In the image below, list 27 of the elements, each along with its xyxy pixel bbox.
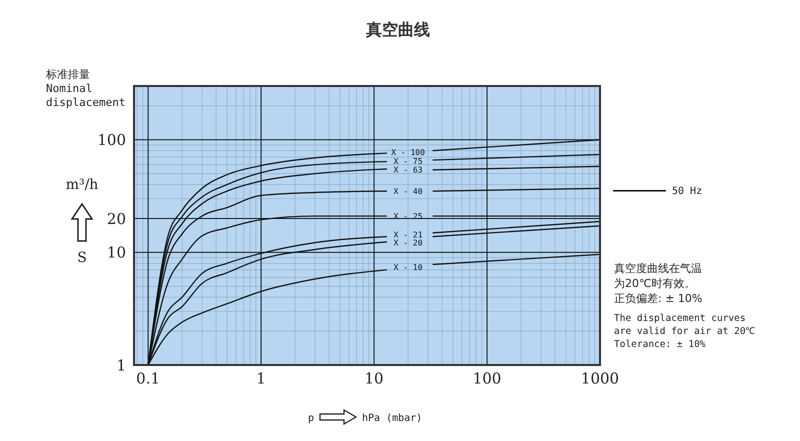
- x-tick-label: 10: [364, 370, 384, 388]
- y-axis-title: 标准排量 Nominal displacement: [45, 68, 126, 109]
- x-tick-label: 100: [472, 370, 502, 388]
- y-tick-label: 100: [97, 131, 126, 150]
- x-tick-label: 1: [256, 370, 266, 388]
- y-tick-label: 20: [106, 210, 126, 228]
- text: m³/h: [66, 177, 98, 193]
- text: S: [77, 250, 87, 266]
- series-label: X - 75: [394, 156, 423, 166]
- series-label: X - 21: [394, 230, 423, 240]
- series-label: X - 40: [394, 187, 423, 196]
- y-tick-label: 10: [106, 244, 126, 262]
- chart-title: 真空曲线: [365, 20, 430, 39]
- text: 50 Hz: [672, 186, 702, 197]
- series-label: X - 63: [394, 165, 423, 174]
- text: 真空度曲线在气温为20℃时有效。: [614, 262, 702, 290]
- text: The displacement curves are valid for air at 20℃: [614, 313, 756, 337]
- text: Tolerance: ± 10%: [614, 339, 706, 350]
- x-tick-label: 1000: [580, 370, 620, 388]
- x-axis-title: hPa (mbar): [362, 413, 422, 424]
- x-tick-label: 0.1: [136, 370, 160, 388]
- series-label: X - 10: [394, 263, 423, 272]
- text: 正负偏差: ± 10%: [614, 292, 702, 305]
- series-label: X - 20: [394, 238, 423, 248]
- y-tick-label: 1: [116, 356, 126, 374]
- series-label: X - 100: [391, 148, 426, 157]
- text: p: [308, 413, 314, 424]
